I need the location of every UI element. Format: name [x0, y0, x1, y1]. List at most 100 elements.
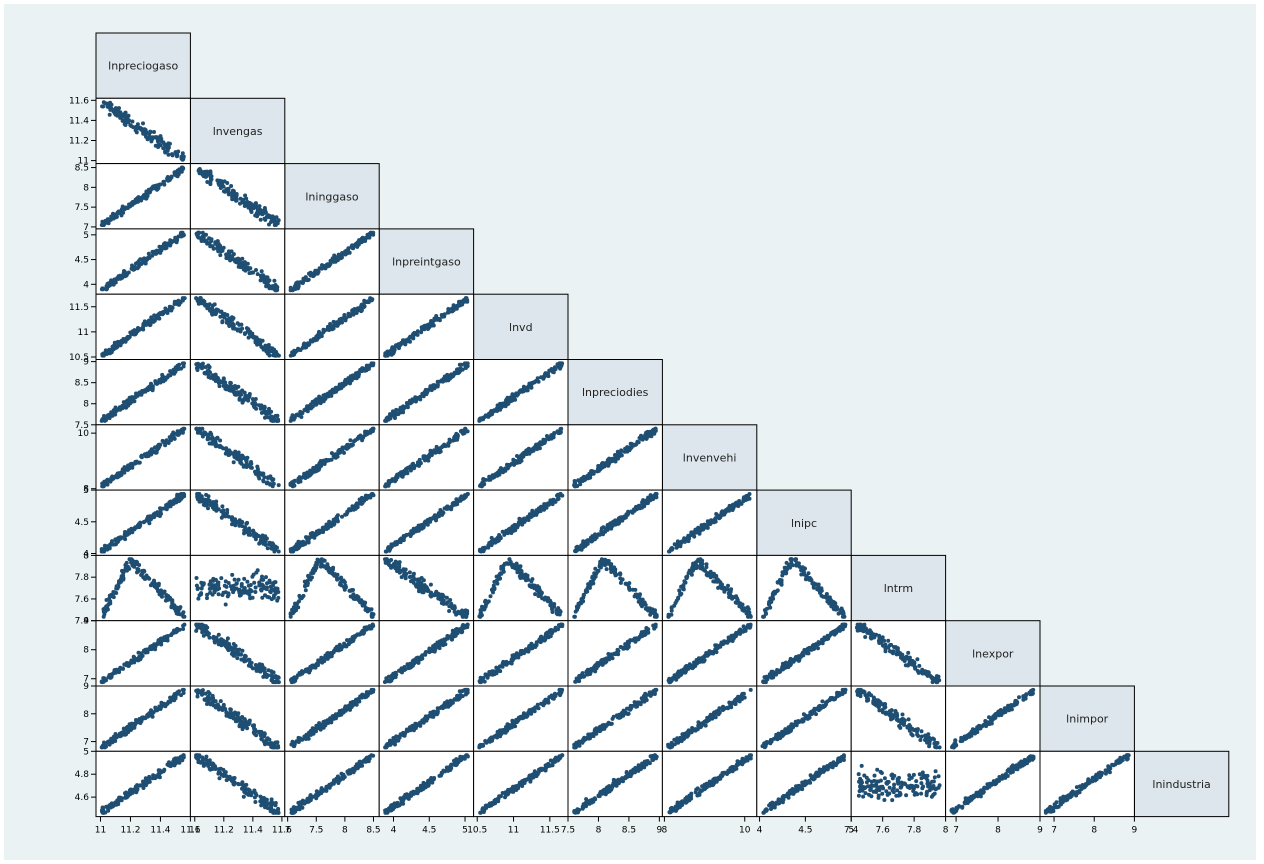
data-point — [595, 469, 600, 474]
data-point — [251, 528, 256, 533]
data-point — [114, 109, 118, 114]
data-point — [224, 446, 229, 451]
data-point — [105, 547, 110, 552]
data-point — [105, 349, 110, 354]
data-point — [451, 606, 456, 610]
data-point — [314, 397, 319, 402]
data-point — [599, 529, 604, 534]
data-point — [197, 593, 202, 598]
data-point — [179, 234, 184, 239]
data-point — [135, 260, 140, 265]
data-point — [348, 438, 353, 443]
data-point — [207, 582, 212, 587]
data-point — [441, 598, 446, 603]
data-point — [121, 210, 126, 215]
data-point — [451, 502, 456, 507]
data-point — [200, 361, 205, 366]
data-point — [428, 582, 433, 587]
data-point — [360, 368, 365, 373]
data-point — [243, 193, 248, 198]
data-point — [348, 588, 353, 593]
data-point — [161, 310, 166, 315]
data-point — [236, 577, 241, 582]
data-point — [219, 509, 224, 514]
data-point — [200, 497, 205, 502]
scatter-cell-lnipc-vs-lnvengas — [189, 489, 286, 556]
data-point — [112, 343, 116, 348]
data-point — [152, 186, 156, 191]
data-point — [202, 299, 207, 304]
data-point — [205, 592, 210, 597]
data-point — [137, 460, 142, 465]
data-point — [317, 461, 322, 466]
data-point — [217, 182, 222, 187]
data-point — [134, 559, 139, 564]
data-point — [206, 435, 210, 440]
data-point — [422, 586, 427, 591]
data-point — [135, 570, 139, 575]
label-cell-lnexpor — [945, 620, 1041, 687]
data-point — [342, 587, 347, 592]
data-point — [207, 302, 212, 307]
data-point — [100, 286, 105, 291]
data-point — [334, 388, 339, 393]
data-point — [417, 463, 421, 468]
data-point — [114, 473, 119, 477]
data-point — [246, 590, 251, 595]
data-point — [105, 478, 109, 483]
data-point — [408, 339, 412, 344]
data-point — [414, 398, 419, 403]
data-point — [359, 436, 364, 441]
data-point — [220, 312, 225, 316]
data-point — [176, 431, 181, 436]
data-point — [163, 506, 168, 510]
data-point — [162, 589, 167, 594]
data-point — [231, 252, 236, 257]
data-point — [534, 379, 538, 383]
data-point — [163, 149, 168, 154]
data-point — [397, 471, 402, 476]
data-point — [218, 253, 223, 258]
data-point — [237, 523, 242, 528]
data-point — [114, 542, 118, 547]
data-point — [321, 525, 326, 530]
data-point — [303, 542, 308, 546]
data-point — [293, 286, 298, 291]
data-point — [354, 501, 359, 506]
data-point — [302, 408, 307, 412]
data-point — [182, 614, 187, 619]
data-point — [370, 611, 374, 616]
data-point — [411, 332, 416, 337]
data-point — [308, 577, 313, 582]
data-point — [240, 256, 245, 261]
data-point — [305, 537, 310, 542]
data-point — [488, 594, 493, 599]
data-point — [237, 396, 242, 401]
data-point — [271, 542, 276, 547]
data-point — [238, 593, 243, 597]
data-point — [134, 331, 139, 336]
data-point — [501, 566, 506, 571]
data-point — [118, 273, 122, 278]
data-point — [230, 257, 235, 262]
data-point — [150, 249, 155, 254]
data-point — [447, 609, 452, 613]
data-point — [204, 232, 208, 237]
data-point — [308, 469, 313, 474]
data-point — [108, 107, 113, 112]
data-point — [294, 282, 299, 287]
data-point — [516, 392, 520, 397]
data-point — [245, 579, 250, 584]
data-point — [253, 402, 258, 407]
data-point — [196, 298, 201, 303]
data-point — [169, 604, 174, 609]
data-point — [122, 113, 127, 118]
data-point — [402, 405, 407, 410]
data-point — [254, 406, 259, 411]
data-point — [124, 205, 129, 210]
data-point — [158, 143, 163, 148]
data-point — [177, 300, 182, 305]
data-point — [217, 384, 222, 389]
data-point — [258, 583, 263, 588]
data-point — [318, 564, 323, 569]
